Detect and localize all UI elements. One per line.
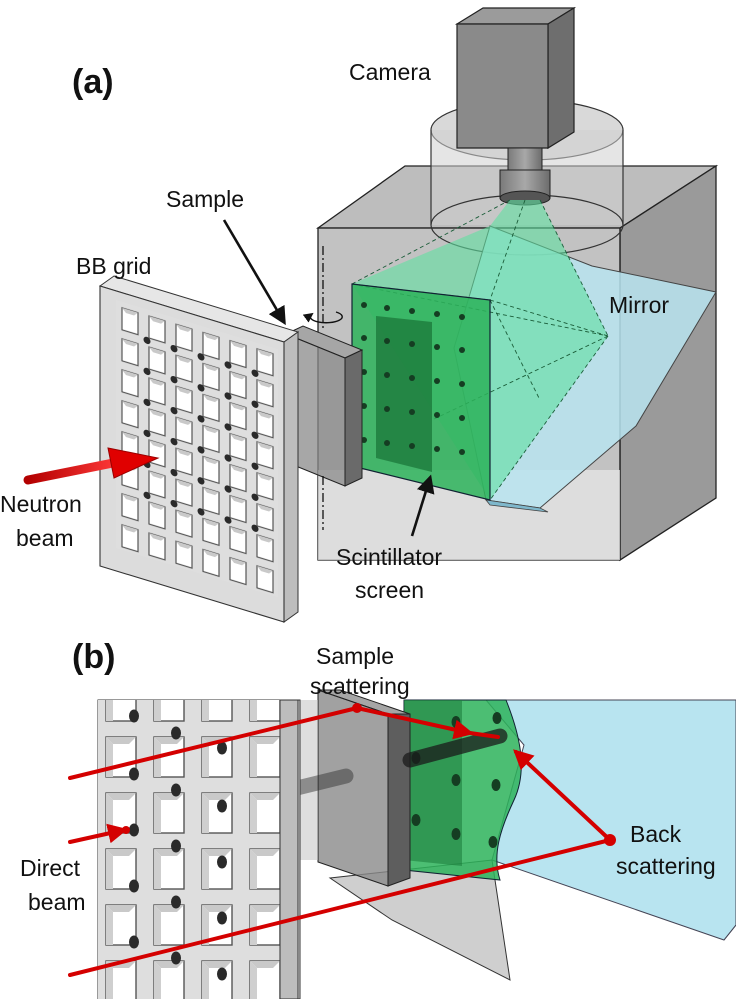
- sample-label: Sample: [166, 186, 244, 212]
- panel-b: (b): [20, 638, 736, 999]
- sample-scattering-label-line1: Sample: [316, 643, 394, 669]
- pointer-arrow-icon: [222, 219, 286, 326]
- beam-paths: [68, 706, 612, 977]
- scintillator-label-line2: screen: [355, 577, 424, 603]
- panel-b-label: (b): [72, 638, 115, 676]
- back-scattering-label-line1: Back: [630, 821, 682, 847]
- bb-grid: [98, 275, 300, 623]
- direct-beam-label-line1: Direct: [20, 855, 81, 881]
- sample-scattering-label-line2: scattering: [310, 673, 410, 699]
- bb-grid-label: BB grid: [76, 253, 151, 279]
- scintillator-screen: [351, 283, 491, 501]
- pointer-arrow-icon: [410, 474, 435, 537]
- mirror-label: Mirror: [609, 292, 669, 318]
- bb-grid-detail: [97, 699, 301, 999]
- beam-arrow-icon: [23, 447, 160, 485]
- mirror-detail: [484, 699, 736, 941]
- panel-a: (a): [0, 6, 719, 623]
- neutron-beam-label-line2: beam: [16, 525, 74, 551]
- sample: [284, 246, 364, 530]
- panel-a-label: (a): [72, 63, 114, 101]
- neutron-beam-label-line1: Neutron: [0, 491, 82, 517]
- scintillator-label-line1: Scintillator: [336, 544, 442, 570]
- camera: [430, 6, 624, 256]
- rotation-arrow-icon: [302, 311, 343, 324]
- back-scattering-label-line2: scattering: [616, 853, 716, 879]
- camera-label: Camera: [349, 59, 431, 85]
- direct-beam-label-line2: beam: [28, 889, 86, 915]
